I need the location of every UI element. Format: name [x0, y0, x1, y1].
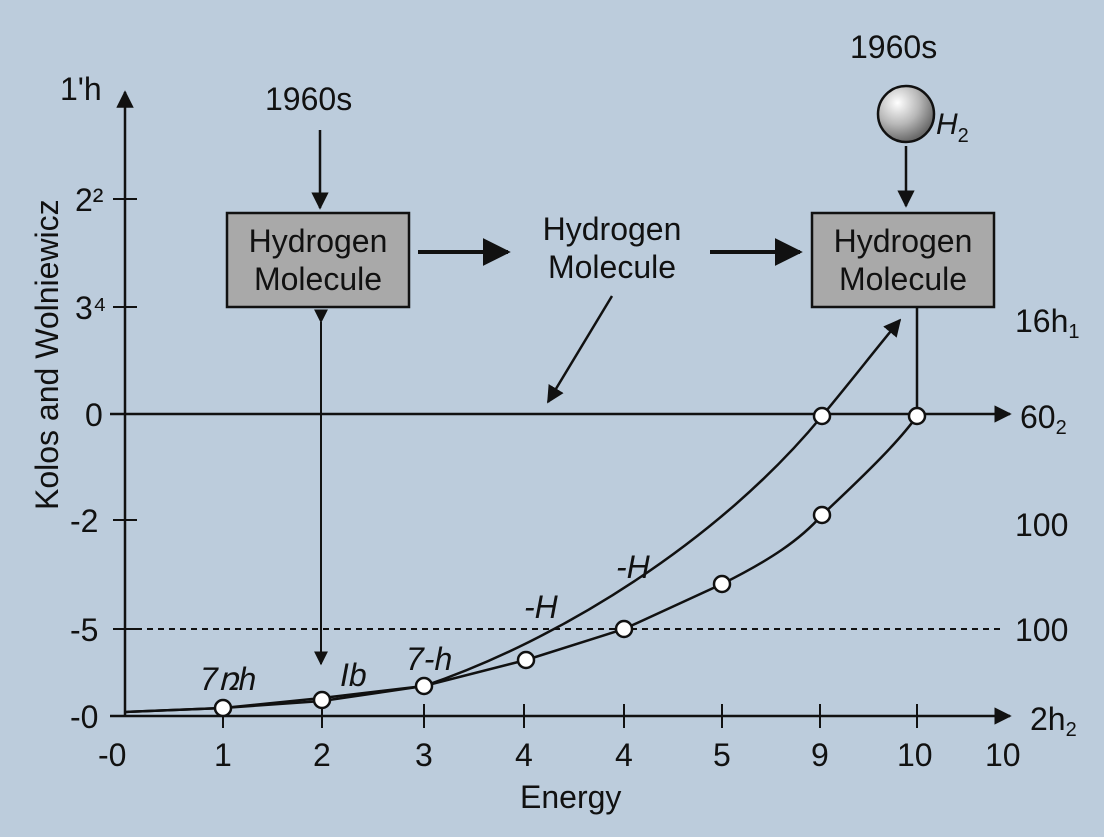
x-tick-label: 2 [313, 737, 331, 773]
y-axis-title: Kolos and Wolniewicz [29, 199, 65, 510]
middle-box-line1: Hydrogen [543, 211, 682, 247]
right-label-3: 100 [1015, 507, 1068, 543]
lower-curve [124, 415, 919, 714]
curve-label-c: 7-h [406, 641, 452, 677]
right-year-label: 1960s [850, 29, 937, 65]
left-box-line2: Molecule [254, 261, 382, 297]
arrow-middle-to-zero-line [546, 295, 614, 404]
upper-curve [124, 318, 902, 714]
h2-molecule-sphere-icon [876, 84, 936, 144]
middle-box-line2: Molecule [548, 249, 676, 285]
left-hydrogen-box [225, 211, 411, 309]
left-year-label: 1960s [265, 81, 352, 117]
data-point [312, 690, 332, 710]
x-tick-label: 9 [811, 737, 829, 773]
curve-label-d: -H [524, 589, 559, 625]
x-tick-label: 10 [985, 737, 1021, 773]
x-axis-title: Energy [520, 779, 621, 815]
data-point [712, 574, 732, 594]
curve-label-b: Ib [340, 657, 367, 693]
curve-label-a: 7ռh [200, 661, 256, 697]
h2-molecule-label: H2 [936, 108, 969, 147]
right-label-5: 2h2 [1030, 701, 1077, 741]
right-hydrogen-box [810, 211, 996, 309]
x-tick-label: 3 [415, 737, 433, 773]
x-tick-label: 5 [713, 737, 731, 773]
right-label-4: 100 [1015, 612, 1068, 648]
data-point [213, 698, 233, 718]
y-axis-top-label: 1'h [60, 71, 102, 107]
data-point [812, 406, 832, 426]
data-point [614, 619, 634, 639]
y-tick-label: -0 [70, 699, 98, 735]
left-box-line1: Hydrogen [249, 223, 388, 259]
data-point [516, 650, 536, 670]
right-label-2: 602 [1020, 399, 1067, 439]
x-tick-label: -0 [98, 737, 126, 773]
data-point [907, 406, 927, 426]
right-label-1: 16h1 [1015, 303, 1080, 343]
x-tick-label: 1 [214, 737, 232, 773]
curve-label-e: -H [616, 549, 651, 585]
right-box-line1: Hydrogen [834, 223, 973, 259]
y-tick-label: 3⁴ [75, 290, 107, 326]
y-tick-label: -5 [70, 612, 98, 648]
y-tick-label: -2 [70, 503, 98, 539]
data-point [812, 505, 832, 525]
y-tick-label: 0 [85, 397, 103, 433]
x-tick-label: 4 [615, 737, 633, 773]
y-tick-label: 2² [75, 182, 104, 218]
x-tick-label: 4 [515, 737, 533, 773]
right-box-line2: Molecule [839, 261, 967, 297]
data-point [414, 676, 434, 696]
x-tick-label: 10 [897, 737, 933, 773]
